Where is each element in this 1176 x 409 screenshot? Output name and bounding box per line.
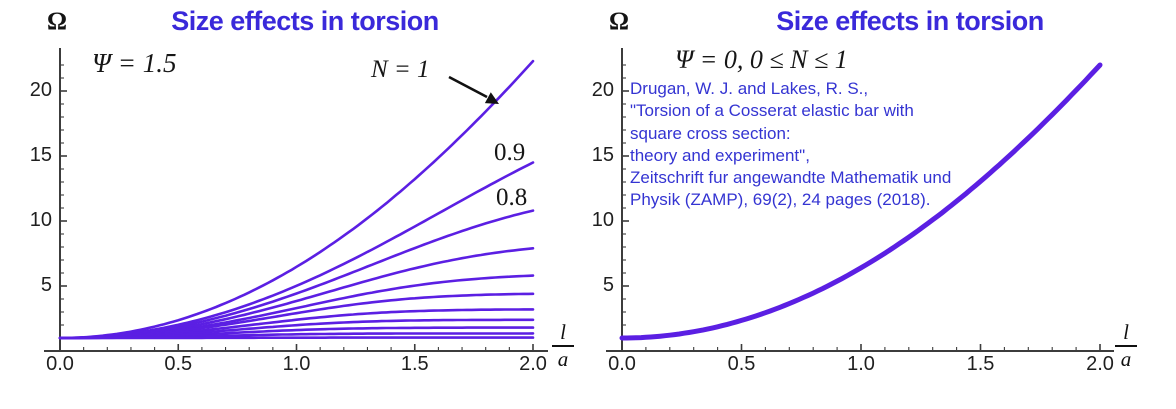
y-tick-label: 10 [29,209,52,231]
n1-arrow [448,75,499,104]
x-tick-label: 0.0 [608,353,636,375]
curve-N=0.3 [58,318,535,340]
citation-line: Drugan, W. J. and Lakes, R. S., [630,79,869,98]
x-tick-label: 1.5 [966,353,995,375]
curve-label-0.8: 0.8 [496,184,528,211]
x-tick-label: 2.0 [519,353,547,375]
curve-N=0.5 [58,292,535,340]
right-x-axis-label-fraction: l a [1115,320,1137,371]
curve-label-0.9: 0.9 [494,139,526,166]
curve-N=0.2 [58,326,535,340]
n-equals-1-label: N = 1 [371,56,430,83]
x-tick-label: 0.0 [46,353,74,375]
curve-N=0.9 [58,161,535,340]
citation-line: Zeitschrift fur angewandte Mathematik un… [630,168,952,188]
curve-N=0.7 [58,247,535,340]
curve-N=0.4 [58,308,535,340]
x-tick-label: 0.5 [164,353,193,375]
left-frac-bar [552,345,574,347]
right-psi-annotation: Ψ = 0, 0 ≤ N ≤ 1 [675,45,848,74]
left-frac-denominator: a [557,347,569,371]
x-tick-label: 1.5 [400,353,429,375]
y-tick-label: 10 [591,209,614,231]
y-tick-label: 15 [591,144,614,166]
curve-N=0.8 [58,209,535,340]
right-frac-denominator: a [1120,347,1132,371]
right-frac-numerator: l [1123,320,1129,344]
right-y-axis-symbol: Ω [609,8,630,35]
left-frac-numerator: l [560,320,566,344]
y-tick-label: 20 [591,79,614,101]
right-frac-bar [1115,345,1137,347]
x-tick-label: 0.5 [727,353,756,375]
y-tick-label: 20 [29,79,52,101]
right-plot-title: Size effects in torsion [776,6,1044,36]
left-y-axis-symbol: Ω [47,8,68,35]
x-tick-label: 1.0 [847,353,875,375]
y-tick-label: 15 [29,144,52,166]
curve-N=0.1 [58,332,535,340]
left-psi-annotation: Ψ = 1.5 [92,48,177,78]
citation-line: theory and experiment", [630,145,810,165]
curve-N=1 [58,59,535,340]
x-tick-label: 1.0 [282,353,311,375]
citation-line: square cross section: [630,123,791,143]
y-tick-label: 5 [602,274,614,296]
curve-N=0.6 [58,274,535,340]
citation-line: Physik (ZAMP), 69(2), 24 pages (2018). [630,190,931,210]
citation-block: Drugan, W. J. and Lakes, R. S., "Torsion… [630,78,951,212]
left-x-axis-label-fraction: l a [552,320,574,371]
x-tick-label: 2.0 [1086,353,1114,375]
left-plot-title: Size effects in torsion [171,6,439,36]
y-tick-label: 5 [40,274,52,296]
citation-line: "Torsion of a Cosserat elastic bar with [630,101,914,121]
